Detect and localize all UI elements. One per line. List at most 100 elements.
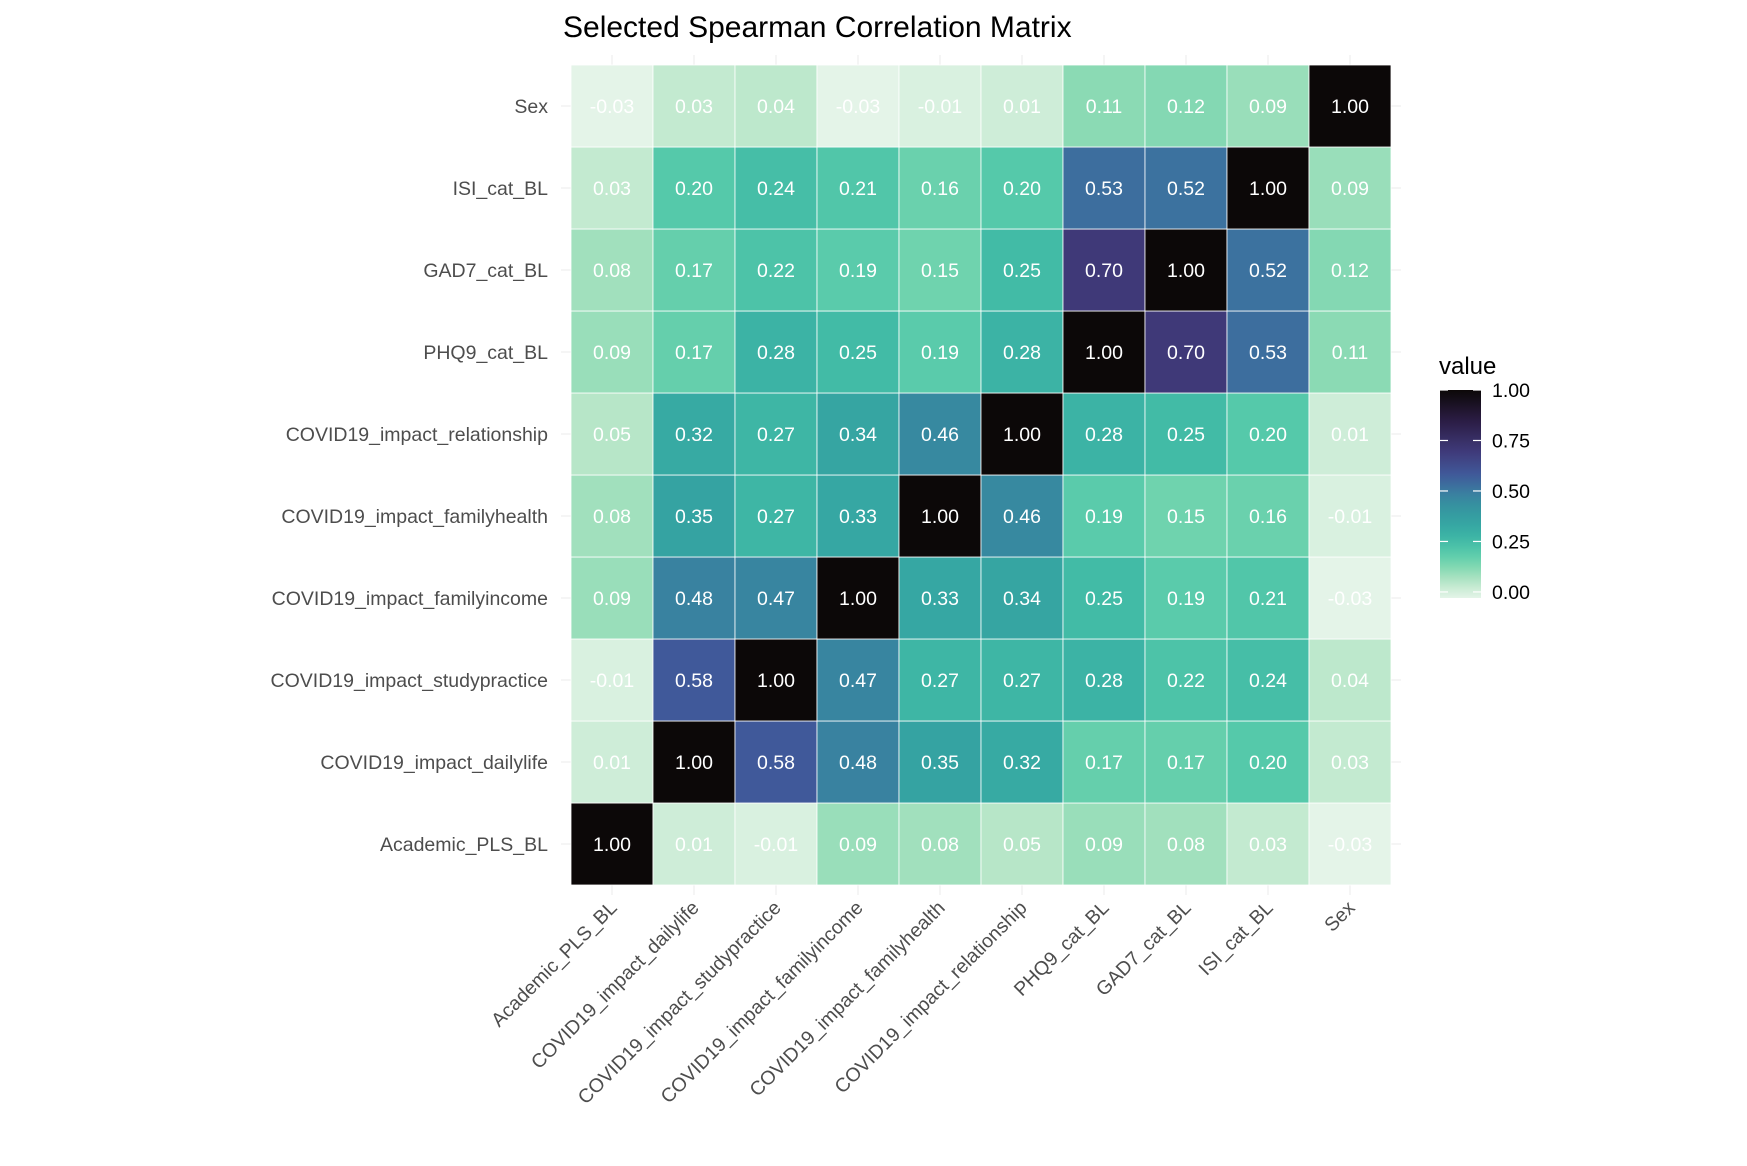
cell-value-label: -0.01 <box>754 834 798 856</box>
heatmap-cell <box>652 720 736 804</box>
heatmap-cell <box>570 638 654 722</box>
cell-value-label: 0.17 <box>675 260 713 282</box>
heatmap-cell <box>570 392 654 476</box>
heatmap-cells <box>570 64 1392 886</box>
cell-value-label: 0.20 <box>1249 424 1287 446</box>
y-tick-label-covid19-impact-relationship: COVID19_impact_relationship <box>286 424 548 446</box>
cell-value-label: 1.00 <box>839 588 877 610</box>
cell-value-label: 1.00 <box>1249 178 1287 200</box>
heatmap-cell <box>1144 720 1228 804</box>
cell-value-label: 0.28 <box>1085 424 1123 446</box>
y-tick-label-phq9-cat-bl: PHQ9_cat_BL <box>423 342 548 364</box>
cell-value-label: 0.11 <box>1332 342 1369 364</box>
heatmap-cell <box>898 392 982 476</box>
legend-colorbar <box>1440 390 1481 598</box>
x-tick-label-isi-cat-bl: ISI_cat_BL <box>1195 897 1278 980</box>
cell-value-label: 0.52 <box>1167 178 1205 200</box>
heatmap-cell-labels: 1.00 0.01 -0.01 0.09 0.08 0.05 0.09 0.08 0.03 -0.… <box>590 96 1372 856</box>
heatmap-cell <box>734 146 818 230</box>
cell-value-label: 0.27 <box>1003 670 1041 692</box>
heatmap-cell <box>1226 474 1310 558</box>
cell-value-label: 0.27 <box>757 424 795 446</box>
heatmap-cell <box>816 556 900 640</box>
cell-value-label: 0.35 <box>675 506 713 528</box>
cell-value-label: 0.47 <box>757 588 795 610</box>
x-axis-tick-labels: Academic_PLS_BLCOVID19_impact_dailylifeC… <box>487 897 1360 1109</box>
cell-value-label: 0.25 <box>1003 260 1041 282</box>
heatmap-cell <box>898 720 982 804</box>
cell-value-label: 0.05 <box>1003 834 1041 856</box>
cell-value-label: 1.00 <box>921 506 959 528</box>
heatmap-cell <box>1144 228 1228 312</box>
heatmap-cell <box>816 720 900 804</box>
cell-value-label: 0.04 <box>757 96 795 118</box>
heatmap-cell <box>734 310 818 394</box>
cell-value-label: 0.12 <box>1167 96 1205 118</box>
heatmap-cell <box>898 146 982 230</box>
cell-value-label: 0.27 <box>757 506 795 528</box>
cell-value-label: 0.20 <box>675 178 713 200</box>
cell-value-label: 0.70 <box>1085 260 1123 282</box>
heatmap-cell <box>980 638 1064 722</box>
cell-value-label: 0.58 <box>757 752 795 774</box>
heatmap-cell <box>1308 392 1392 476</box>
heatmap-cell <box>1062 64 1146 148</box>
heatmap-cell <box>898 310 982 394</box>
cell-value-label: 0.24 <box>1249 670 1287 692</box>
heatmap-cell <box>570 720 654 804</box>
heatmap-cell <box>734 392 818 476</box>
heatmap-cell <box>652 64 736 148</box>
heatmap-cell <box>1226 64 1310 148</box>
cell-value-label: 0.03 <box>1331 752 1369 774</box>
heatmap-cell <box>1144 64 1228 148</box>
heatmap-cell <box>898 638 982 722</box>
heatmap-cell <box>734 802 818 886</box>
color-legend: value 1.00 0.75 0.50 0.25 0.00 <box>1439 353 1530 604</box>
cell-value-label: 1.00 <box>757 670 795 692</box>
cell-value-label: 0.11 <box>1086 96 1123 118</box>
cell-value-label: -0.01 <box>590 670 634 692</box>
legend-tick-label: 0.75 <box>1492 430 1530 452</box>
heatmap-cell <box>652 556 736 640</box>
y-tick-label-isi-cat-bl: ISI_cat_BL <box>453 178 549 200</box>
y-tick-label-sex: Sex <box>514 96 548 118</box>
cell-value-label: 0.32 <box>675 424 713 446</box>
heatmap-cell <box>980 310 1064 394</box>
heatmap-cell <box>1308 638 1392 722</box>
cell-value-label: 0.52 <box>1249 260 1287 282</box>
cell-value-label: 0.58 <box>675 670 713 692</box>
cell-value-label: 0.09 <box>839 834 877 856</box>
heatmap-cell <box>816 310 900 394</box>
cell-value-label: 0.04 <box>1331 670 1369 692</box>
cell-value-label: 0.25 <box>1085 588 1123 610</box>
x-tick-label-covid19-impact-dailylife: COVID19_impact_dailylife <box>527 897 704 1074</box>
legend-tick-label: 0.00 <box>1492 582 1530 604</box>
legend-tick-label: 1.00 <box>1492 380 1530 402</box>
cell-value-label: 0.21 <box>1249 588 1287 610</box>
y-axis-tick-labels: Academic_PLS_BL COVID19_impact_dailylife C… <box>271 96 549 856</box>
heatmap-cell <box>1062 146 1146 230</box>
heatmap-cell <box>1308 310 1392 394</box>
cell-value-label: 0.08 <box>1167 834 1205 856</box>
heatmap-cell <box>1144 392 1228 476</box>
heatmap-cell <box>1308 228 1392 312</box>
heatmap-cell <box>1144 310 1228 394</box>
cell-value-label: 0.05 <box>593 424 631 446</box>
heatmap-cell <box>980 228 1064 312</box>
heatmap-cell <box>1062 638 1146 722</box>
cell-value-label: 0.47 <box>839 670 877 692</box>
heatmap-cell <box>734 720 818 804</box>
heatmap-cell <box>980 64 1064 148</box>
heatmap-cell <box>980 392 1064 476</box>
cell-value-label: -0.01 <box>1328 506 1372 528</box>
cell-value-label: -0.03 <box>1328 834 1372 856</box>
cell-value-label: 0.01 <box>1003 96 1041 118</box>
heatmap-cell <box>570 310 654 394</box>
cell-value-label: 0.24 <box>757 178 795 200</box>
heatmap-cell <box>1226 228 1310 312</box>
cell-value-label: 0.16 <box>1249 506 1287 528</box>
heatmap-cell <box>1308 474 1392 558</box>
cell-value-label: 0.08 <box>921 834 959 856</box>
cell-value-label: 0.48 <box>675 588 713 610</box>
heatmap-cell <box>652 638 736 722</box>
